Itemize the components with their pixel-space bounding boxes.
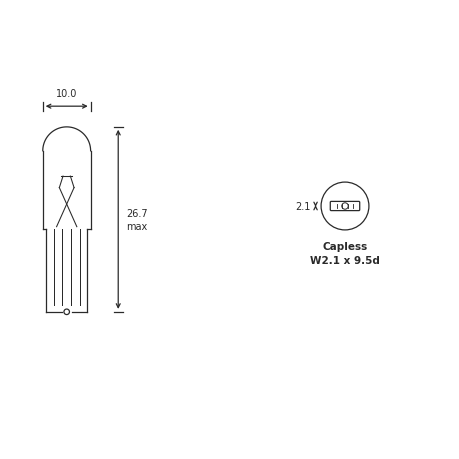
Text: 26.7
max: 26.7 max (126, 208, 148, 231)
Text: Capless
W2.1 x 9.5d: Capless W2.1 x 9.5d (309, 242, 379, 266)
Text: 10.0: 10.0 (56, 89, 77, 99)
Text: 2.1: 2.1 (295, 202, 310, 212)
